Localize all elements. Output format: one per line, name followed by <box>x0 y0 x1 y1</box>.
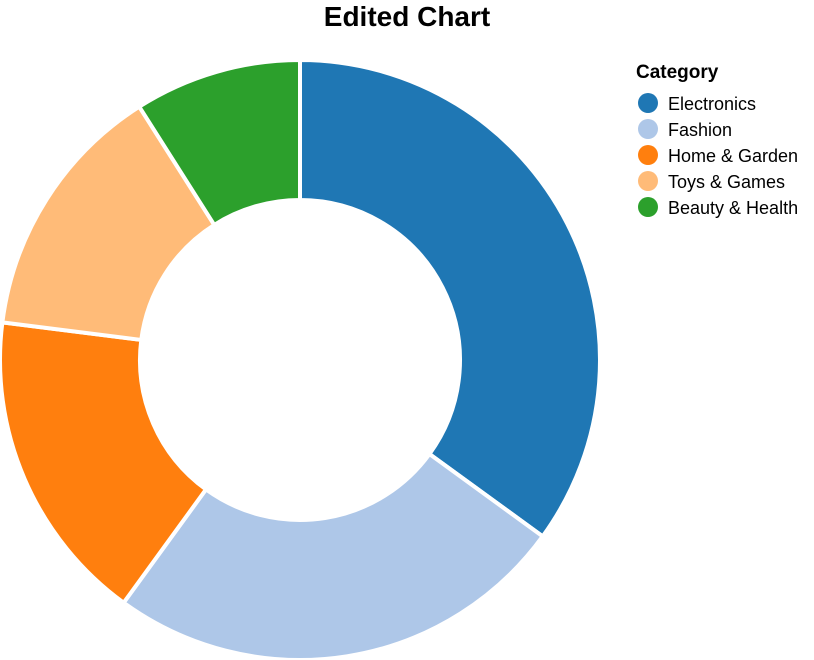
legend-swatch <box>638 119 658 139</box>
slice-toys-games <box>0 104 217 342</box>
slice-fashion <box>121 452 545 660</box>
legend-swatch <box>638 145 658 165</box>
legend-item-home-garden: Home & Garden <box>638 145 798 166</box>
slice-beauty-health <box>137 58 302 227</box>
legend-label: Electronics <box>668 94 756 114</box>
legend-label: Toys & Games <box>668 172 785 192</box>
donut-slices <box>0 58 602 660</box>
legend-item-fashion: Fashion <box>638 119 732 140</box>
chart-title: Edited Chart <box>324 1 490 32</box>
legend-swatch <box>638 93 658 113</box>
legend-swatch <box>638 197 658 217</box>
legend-item-electronics: Electronics <box>638 93 756 114</box>
legend-label: Home & Garden <box>668 146 798 166</box>
slice-electronics <box>298 58 602 539</box>
legend-label: Beauty & Health <box>668 198 798 218</box>
legend-item-toys-games: Toys & Games <box>638 171 785 192</box>
legend: Category Electronics Fashion Home & Garden… <box>636 62 798 218</box>
legend-swatch <box>638 171 658 191</box>
legend-label: Fashion <box>668 120 732 140</box>
legend-title: Category <box>636 62 719 83</box>
slice-home-garden <box>0 320 208 605</box>
legend-item-beauty-health: Beauty & Health <box>638 197 798 218</box>
legend-items: Electronics Fashion Home & Garden Toys & Ga… <box>638 93 798 218</box>
